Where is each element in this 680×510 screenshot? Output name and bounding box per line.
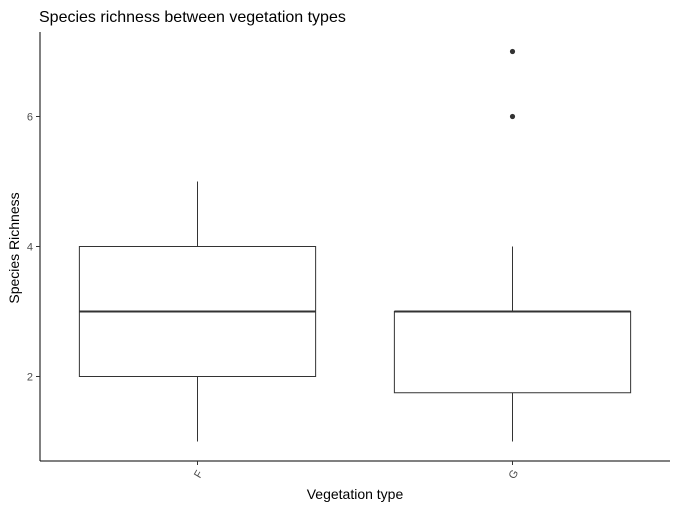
chart-title: Species richness between vegetation type…: [39, 9, 346, 26]
box-g-body: [393, 311, 632, 394]
y-axis-title: Species Richness: [6, 192, 22, 303]
x-tick-label-g: G: [507, 468, 522, 481]
x-axis-title: Vegetation type: [307, 486, 404, 502]
y-tick-label-6: 6: [27, 112, 33, 124]
y-tick-label-4: 4: [27, 242, 33, 254]
x-tick-label-f: F: [192, 468, 206, 480]
y-tick-label-2: 2: [27, 372, 33, 384]
plot-area: 2 4 6 F G: [27, 32, 670, 481]
box-g-outlier-1: [509, 113, 516, 120]
box-g-outlier-2: [509, 48, 516, 55]
